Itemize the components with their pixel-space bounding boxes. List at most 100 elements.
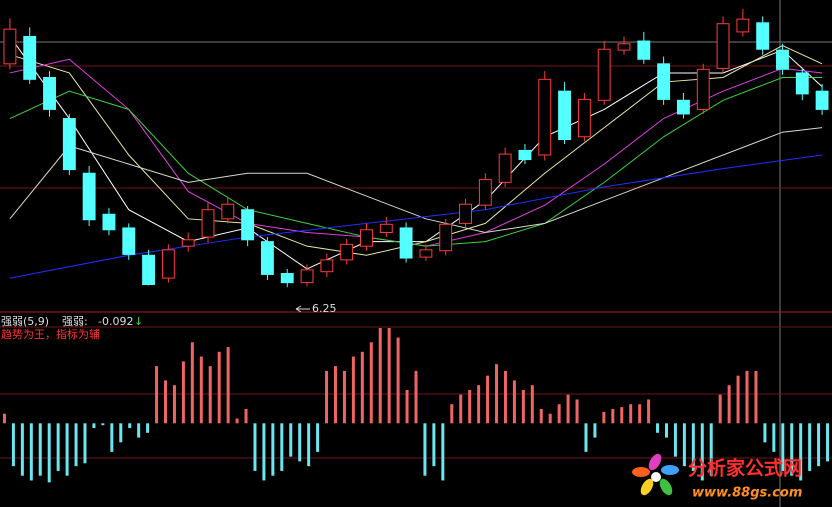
hist-bar bbox=[647, 399, 651, 424]
hist-bar bbox=[226, 347, 230, 424]
hist-bar bbox=[155, 366, 159, 424]
candle-body bbox=[498, 153, 512, 183]
hist-bar bbox=[718, 394, 722, 424]
candle-body bbox=[23, 35, 37, 80]
ma-line bbox=[9, 154, 823, 279]
hist-bar bbox=[691, 423, 695, 471]
hist-bar bbox=[557, 404, 561, 424]
hist-bar bbox=[414, 370, 418, 424]
candle-body bbox=[617, 43, 631, 51]
watermark-url: www.88gs.com bbox=[692, 486, 802, 501]
hist-bar bbox=[217, 351, 221, 424]
hist-bar bbox=[387, 328, 391, 424]
candle-body bbox=[241, 209, 255, 241]
candle-body bbox=[696, 68, 710, 110]
hist-bar bbox=[486, 375, 490, 424]
hist-bar bbox=[441, 423, 445, 481]
ma-line bbox=[9, 127, 823, 234]
hist-bar bbox=[700, 423, 704, 481]
hist-bar bbox=[101, 423, 105, 426]
candle-body bbox=[43, 77, 56, 110]
hist-bar bbox=[656, 423, 660, 433]
hist-bar bbox=[593, 423, 597, 438]
candle-body bbox=[657, 63, 671, 100]
candle-body bbox=[518, 149, 532, 161]
hist-bar bbox=[74, 423, 78, 467]
candle-body bbox=[379, 223, 393, 233]
candle-body bbox=[637, 40, 651, 60]
hist-bar bbox=[378, 328, 382, 424]
candle-body bbox=[102, 213, 116, 231]
candle-body bbox=[597, 48, 611, 101]
candle-body bbox=[419, 249, 433, 258]
candle-body bbox=[577, 98, 591, 138]
candle-body bbox=[260, 241, 274, 275]
hist-bar bbox=[575, 399, 579, 424]
low-arrow-head bbox=[295, 305, 302, 313]
hist-bar bbox=[396, 337, 400, 424]
hist-bar bbox=[244, 409, 248, 424]
hist-bar bbox=[709, 423, 713, 476]
candle-body bbox=[795, 72, 809, 95]
hist-bar bbox=[2, 413, 6, 424]
candle-body bbox=[360, 229, 373, 247]
hist-bar bbox=[754, 370, 758, 424]
hist-bar bbox=[745, 370, 749, 424]
trend-arrow: ↓ bbox=[134, 315, 143, 328]
hist-bar bbox=[20, 423, 24, 476]
hist-bar bbox=[772, 423, 776, 452]
candle-body bbox=[300, 269, 314, 284]
note: 趋势为王，指标为辅 bbox=[1, 327, 100, 341]
hist-bar bbox=[602, 411, 606, 424]
hist-bar bbox=[611, 409, 615, 424]
hist-bar bbox=[763, 423, 767, 443]
hist-bar bbox=[468, 389, 472, 424]
hist-bar bbox=[199, 356, 203, 424]
hist-bar bbox=[530, 385, 534, 424]
hist-bar bbox=[83, 423, 87, 464]
candle-body bbox=[676, 99, 690, 115]
hist-bar bbox=[92, 423, 96, 429]
candle-body bbox=[221, 203, 235, 220]
hist-bar bbox=[11, 423, 15, 467]
hist-bar bbox=[333, 366, 337, 424]
hist-bar bbox=[495, 364, 499, 424]
hist-bar bbox=[664, 423, 668, 438]
candle-body bbox=[122, 227, 136, 255]
hist-bar bbox=[56, 423, 60, 471]
hist-bar bbox=[38, 423, 42, 476]
hist-bar bbox=[566, 394, 570, 424]
marks bbox=[2, 9, 830, 483]
hist-bar bbox=[342, 370, 346, 424]
candle-body bbox=[142, 254, 156, 285]
hist-bar bbox=[208, 366, 212, 424]
candle-body bbox=[320, 259, 334, 273]
candle-body bbox=[62, 118, 76, 171]
hist-bar bbox=[146, 423, 150, 433]
hist-bar bbox=[289, 423, 293, 457]
hist-bar bbox=[629, 404, 633, 424]
hist-bar bbox=[351, 356, 355, 424]
hist-bar bbox=[548, 413, 552, 424]
hist-bar bbox=[477, 385, 481, 424]
hist-bar bbox=[503, 370, 507, 424]
candle-body bbox=[478, 179, 492, 206]
hist-bar bbox=[235, 418, 239, 424]
hist-bar bbox=[164, 380, 168, 424]
hist-bar bbox=[298, 423, 302, 462]
candle-body bbox=[161, 249, 175, 279]
hist-bar bbox=[620, 407, 624, 424]
hist-bar bbox=[432, 423, 436, 467]
candle-body bbox=[201, 209, 215, 238]
hist-bar bbox=[799, 423, 803, 481]
hist-bar bbox=[190, 342, 194, 424]
hist-bar bbox=[584, 423, 588, 452]
hist-bar bbox=[280, 423, 284, 471]
candle-body bbox=[776, 49, 789, 70]
hist-bar bbox=[65, 423, 69, 476]
hist-bar bbox=[29, 423, 33, 481]
hist-bar bbox=[682, 423, 686, 467]
watermark-logo bbox=[632, 453, 679, 496]
indicator-value-name: 强弱: bbox=[62, 315, 88, 328]
